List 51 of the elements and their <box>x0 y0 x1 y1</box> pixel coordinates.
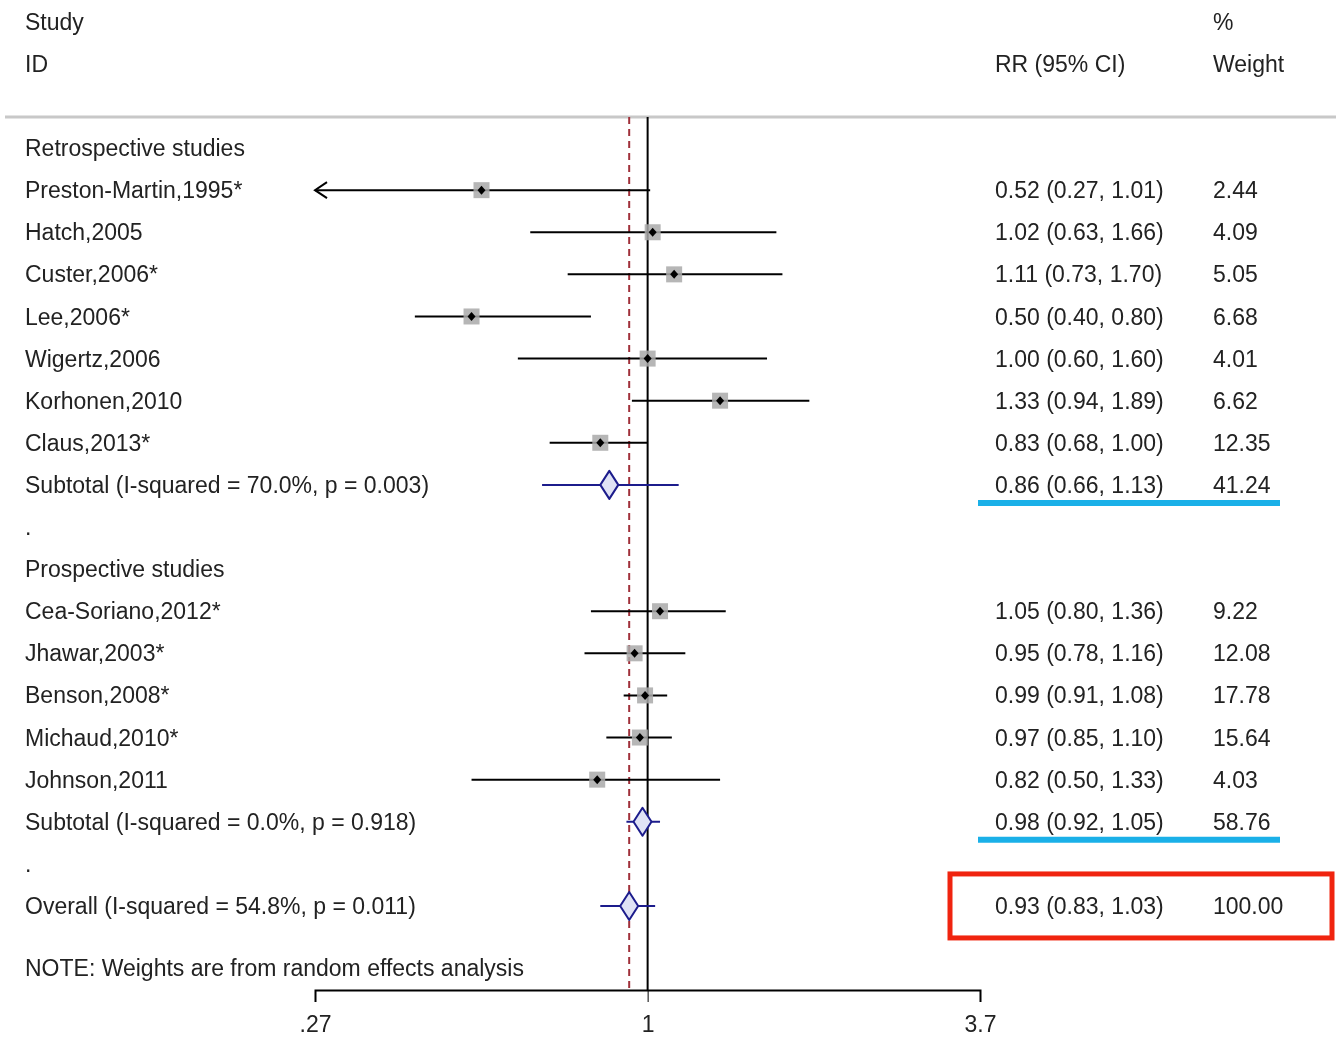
text: 0.98 (0.92, 1.05) 58.76 <box>995 808 1271 835</box>
y-tick-label: Johnson,2011 <box>25 766 168 793</box>
text: 1.02 (0.63, 1.66) 4.09 <box>995 219 1258 246</box>
text: 1.11 (0.73, 1.70) 5.05 <box>995 261 1258 288</box>
y-tick-label: Claus,2013* <box>25 429 151 456</box>
point <box>639 350 656 367</box>
y-tick-label: Subtotal (I-squared = 70.0%, p = 0.003) <box>25 471 430 498</box>
text: 0.93 (0.83, 1.03) 100.00 <box>995 893 1284 919</box>
x-tick-label: .27 <box>299 1011 332 1038</box>
text: 0.83 (0.68, 1.00) 12.35 <box>995 429 1271 456</box>
text: 0.86 (0.66, 1.13) 41.24 <box>995 471 1271 498</box>
point <box>626 645 643 662</box>
y-tick-label: Lee,2006* <box>25 303 130 330</box>
text: 1.00 (0.60, 1.60) 4.01 <box>995 345 1258 372</box>
y-tick-label: Preston-Martin,1995* <box>25 177 243 204</box>
text: 1.05 (0.80, 1.36) 9.22 <box>995 598 1258 625</box>
x-tick-label: 1 <box>641 1011 655 1038</box>
text: ID <box>25 51 48 77</box>
point <box>637 687 654 704</box>
point <box>644 224 661 241</box>
y-tick-label: . <box>25 850 32 877</box>
y-tick-label: Hatch,2005 <box>25 219 143 246</box>
y-tick-label: Prospective studies <box>25 556 225 583</box>
point <box>592 434 609 451</box>
point <box>631 729 648 746</box>
y-tick-label: Subtotal (I-squared = 0.0%, p = 0.918) <box>25 808 417 835</box>
y-tick-label: Cea-Soriano,2012* <box>25 598 221 625</box>
y-tick-label: Custer,2006* <box>25 261 159 288</box>
point <box>652 603 669 620</box>
x-tick-label: 3.7 <box>964 1011 997 1038</box>
text: 1.33 (0.94, 1.89) 6.62 <box>995 387 1258 414</box>
y-tick-label: Michaud,2010* <box>25 724 179 751</box>
text: RR (95% CI) <box>995 51 1126 77</box>
text: 0.97 (0.85, 1.10) 15.64 <box>995 724 1271 751</box>
y-tick-label: Overall (I-squared = 54.8%, p = 0.011) <box>25 893 416 919</box>
text: 0.52 (0.27, 1.01) 2.44 <box>995 177 1258 204</box>
point <box>589 771 606 788</box>
text: NOTE: Weights are from random effects analysis <box>25 955 524 981</box>
y-tick-label: Korhonen,2010 <box>25 387 183 414</box>
text: Weight <box>1213 51 1285 77</box>
text: 0.82 (0.50, 1.33) 4.03 <box>995 766 1258 793</box>
y-tick-label: Wigertz,2006 <box>25 345 161 372</box>
y-tick-label: . <box>25 514 32 541</box>
text: % <box>1213 9 1234 35</box>
y-tick-label: Retrospective studies <box>25 135 245 162</box>
text: Study <box>25 9 85 35</box>
y-tick-label: Benson,2008* <box>25 682 170 709</box>
text: 0.95 (0.78, 1.16) 12.08 <box>995 640 1271 667</box>
text: 0.50 (0.40, 0.80) 6.68 <box>995 303 1258 330</box>
y-tick-label: Jhawar,2003* <box>25 640 165 667</box>
text: 0.99 (0.91, 1.08) 17.78 <box>995 682 1271 709</box>
